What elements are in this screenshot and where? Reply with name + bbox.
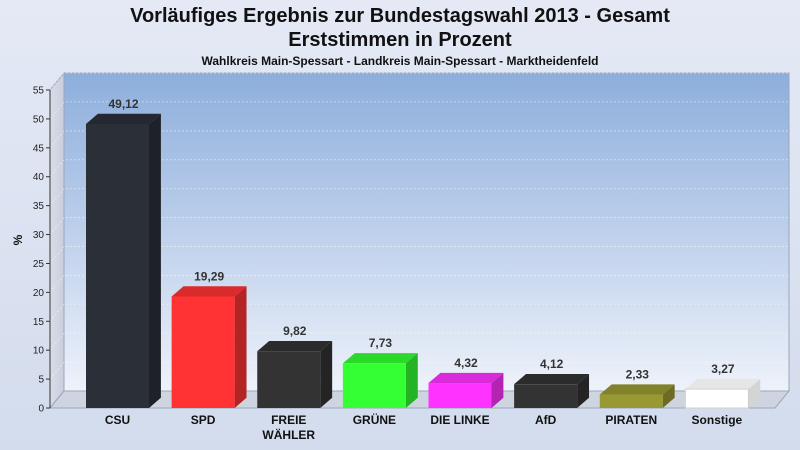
y-tick-label: 40 bbox=[33, 172, 45, 183]
category-label: Sonstige bbox=[692, 413, 743, 427]
bar-side-face bbox=[491, 372, 504, 408]
bar-top-face bbox=[514, 373, 590, 385]
gridline bbox=[49, 274, 789, 293]
value-label: 9,82 bbox=[283, 324, 307, 338]
y-tick-label: 45 bbox=[33, 143, 45, 154]
value-label: 2,33 bbox=[626, 367, 650, 381]
gridline bbox=[49, 245, 789, 264]
category-label: GRÜNE bbox=[353, 412, 396, 427]
y-tick-label: 0 bbox=[38, 404, 44, 415]
value-label: 4,32 bbox=[454, 356, 478, 370]
bar bbox=[86, 123, 149, 408]
y-axis-label: % bbox=[11, 234, 25, 245]
bar-top-face bbox=[599, 384, 675, 395]
y-tick-label: 15 bbox=[33, 317, 45, 328]
bar bbox=[514, 384, 578, 408]
y-tick-label: 25 bbox=[33, 259, 45, 270]
y-tick-label: 5 bbox=[38, 375, 44, 386]
bar-side-face bbox=[234, 286, 247, 408]
bar-top-face bbox=[685, 378, 761, 390]
category-label: CSU bbox=[105, 413, 130, 427]
y-tick-label: 50 bbox=[33, 114, 45, 125]
bar-side-face bbox=[748, 378, 761, 408]
bar bbox=[171, 296, 235, 408]
chart-title-line2: Erststimmen in Prozent bbox=[288, 29, 512, 51]
bar-top-face bbox=[171, 286, 247, 297]
bar bbox=[684, 388, 749, 409]
bar-top-face bbox=[257, 341, 333, 352]
gridline bbox=[49, 188, 789, 206]
gridline bbox=[49, 159, 789, 178]
chart-subtitle: Wahlkreis Main-Spessart - Landkreis Main… bbox=[201, 54, 599, 68]
bar-side-face bbox=[149, 113, 161, 408]
bar bbox=[428, 383, 492, 408]
y-tick-label: 10 bbox=[33, 346, 45, 357]
gridline bbox=[49, 72, 789, 91]
category-label: FREIE WÄHLER bbox=[262, 413, 315, 442]
category-label: DIE LINKE bbox=[430, 413, 489, 427]
category-label: PIRATEN bbox=[605, 413, 657, 427]
bar-top-face bbox=[86, 113, 161, 124]
y-tick-label: 20 bbox=[33, 288, 45, 299]
bar bbox=[257, 351, 321, 408]
plot-side-wall bbox=[49, 71, 65, 410]
bar-top-face bbox=[428, 372, 504, 384]
gridline bbox=[49, 361, 789, 380]
bar-side-face bbox=[577, 373, 590, 408]
bar-side-face bbox=[405, 353, 418, 408]
value-label: 49,12 bbox=[108, 97, 138, 111]
gridline bbox=[49, 303, 789, 322]
category-label: SPD bbox=[191, 413, 216, 427]
value-label: 7,73 bbox=[369, 336, 393, 350]
y-tick-label: 55 bbox=[33, 86, 45, 97]
gridline bbox=[49, 101, 789, 120]
value-label: 4,12 bbox=[540, 357, 564, 371]
chart-title-line1: Vorläufiges Ergebnis zur Bundestagswahl … bbox=[130, 5, 670, 27]
y-tick-label: 30 bbox=[33, 230, 45, 241]
category-label: AfD bbox=[535, 413, 557, 427]
value-label: 3,27 bbox=[711, 362, 735, 376]
bar-side-face bbox=[662, 384, 675, 408]
gridline bbox=[49, 217, 789, 235]
bar bbox=[342, 363, 406, 408]
value-label: 19,29 bbox=[194, 269, 224, 283]
bar-top-face bbox=[342, 353, 418, 364]
gridline bbox=[49, 332, 789, 351]
bar-side-face bbox=[320, 341, 333, 408]
y-tick-label: 35 bbox=[33, 201, 45, 212]
gridline bbox=[49, 130, 789, 149]
bar bbox=[599, 394, 663, 408]
